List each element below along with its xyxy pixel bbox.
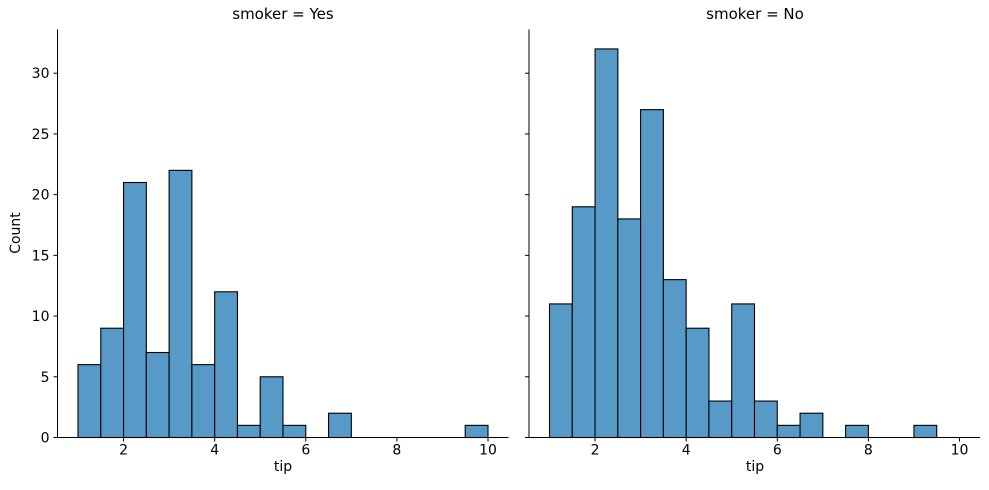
histogram-bar bbox=[145, 351, 170, 439]
histogram-bar bbox=[100, 327, 125, 439]
y-axis-label: Count bbox=[8, 212, 24, 254]
histogram-bar bbox=[571, 206, 596, 439]
histogram-bar bbox=[464, 424, 489, 439]
histogram-bar bbox=[168, 169, 193, 439]
x-tick-label: 8 bbox=[392, 443, 401, 459]
y-tick-label: 10 bbox=[32, 309, 50, 325]
histogram-bar bbox=[640, 109, 664, 439]
y-tick-label: 25 bbox=[32, 127, 50, 143]
histogram-bar bbox=[617, 218, 642, 439]
histogram-bar bbox=[282, 424, 307, 439]
y-tick-label: 5 bbox=[41, 370, 50, 386]
x-axis-label-right: tip bbox=[745, 459, 765, 475]
histogram-bar bbox=[191, 364, 216, 439]
histogram-bar bbox=[214, 291, 238, 439]
histogram-bar bbox=[776, 424, 801, 439]
x-tick-label: 6 bbox=[301, 443, 310, 459]
x-tick-label: 10 bbox=[479, 443, 497, 459]
histogram-bar bbox=[662, 279, 687, 439]
x-tick-label: 2 bbox=[591, 443, 600, 459]
y-tick-label: 0 bbox=[41, 431, 50, 447]
y-tick-label: 30 bbox=[32, 66, 50, 82]
x-tick-label: 8 bbox=[864, 443, 873, 459]
histogram-bar bbox=[548, 303, 573, 439]
histogram-bar bbox=[845, 424, 869, 439]
histogram-bar bbox=[708, 400, 733, 439]
x-tick-label: 10 bbox=[951, 443, 969, 459]
x-tick-label: 4 bbox=[682, 443, 691, 459]
x-tick-label: 2 bbox=[119, 443, 128, 459]
histogram-bar bbox=[685, 327, 710, 439]
histogram-bar bbox=[123, 181, 147, 439]
x-tick-label: 6 bbox=[773, 443, 782, 459]
y-tick-label: 15 bbox=[32, 248, 50, 264]
histogram-bar bbox=[259, 376, 284, 439]
histogram-bar bbox=[77, 364, 102, 439]
histogram-bar bbox=[913, 424, 938, 439]
x-axis-label-left: tip bbox=[273, 459, 293, 475]
x-tick-label: 4 bbox=[210, 443, 219, 459]
facet-title-smoker-no: smoker = No bbox=[706, 5, 804, 23]
histogram-bar bbox=[753, 400, 778, 439]
histogram-bar bbox=[236, 424, 261, 439]
y-tick-label: 20 bbox=[32, 188, 50, 204]
histogram-bar bbox=[799, 412, 824, 439]
facet-title-smoker-yes: smoker = Yes bbox=[232, 5, 334, 23]
histogram-bar bbox=[594, 48, 619, 439]
histogram-bar bbox=[731, 303, 756, 439]
histogram-bar bbox=[328, 412, 352, 439]
